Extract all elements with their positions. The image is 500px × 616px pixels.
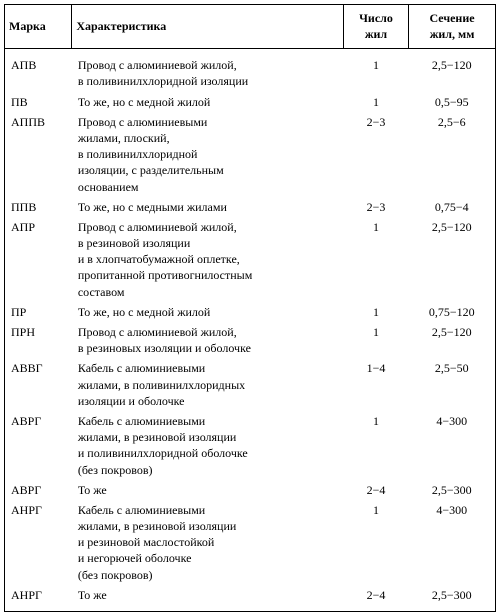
cell-mark: АППВ bbox=[5, 112, 72, 197]
cell-mark: АНРГ bbox=[5, 585, 72, 612]
table-row: АППВПровод с алюминиевымижилами, плоский… bbox=[5, 112, 496, 197]
cell-sec: 2,5−50 bbox=[409, 358, 496, 411]
cell-mark: АПР bbox=[5, 217, 72, 302]
cell-mark: АВВГ bbox=[5, 358, 72, 411]
cell-mark: ППВ bbox=[5, 197, 72, 217]
cell-mark: АПВ bbox=[5, 49, 72, 92]
cell-num: 1 bbox=[343, 92, 408, 112]
cell-sec: 2,5−120 bbox=[409, 49, 496, 92]
col-header-num: Числожил bbox=[343, 5, 408, 49]
cell-desc: Провод с алюминиевой жилой,в поливинилхл… bbox=[72, 49, 344, 92]
table-row: АВРГКабель с алюминиевымижилами, в резин… bbox=[5, 411, 496, 480]
cell-sec: 2,5−300 bbox=[409, 480, 496, 500]
table-row: ПРНПровод с алюминиевой жилой,в резиновы… bbox=[5, 322, 496, 358]
cell-sec: 4−300 bbox=[409, 500, 496, 585]
cell-num: 2−4 bbox=[343, 480, 408, 500]
cell-desc: То же, но с медной жилой bbox=[72, 92, 344, 112]
cell-sec: 2,5−120 bbox=[409, 217, 496, 302]
cell-num: 1 bbox=[343, 49, 408, 92]
table-body: АПВПровод с алюминиевой жилой,в поливини… bbox=[5, 49, 496, 612]
cell-mark: ПРН bbox=[5, 322, 72, 358]
table-row: АВВГКабель с алюминиевымижилами, в полив… bbox=[5, 358, 496, 411]
cell-sec: 0,75−4 bbox=[409, 197, 496, 217]
table-row: ПРТо же, но с медной жилой10,75−120 bbox=[5, 302, 496, 322]
cell-num: 1 bbox=[343, 322, 408, 358]
cell-num: 1−4 bbox=[343, 358, 408, 411]
table-row: АПВПровод с алюминиевой жилой,в поливини… bbox=[5, 49, 496, 92]
cell-desc: Провод с алюминиевымижилами, плоский,в п… bbox=[72, 112, 344, 197]
table-row: АПРПровод с алюминиевой жилой,в резиново… bbox=[5, 217, 496, 302]
header-row: Марка Характеристика Числожил Сечениежил… bbox=[5, 5, 496, 49]
cell-num: 1 bbox=[343, 500, 408, 585]
col-header-desc: Характеристика bbox=[72, 5, 344, 49]
cell-sec: 2,5−6 bbox=[409, 112, 496, 197]
cell-desc: То же bbox=[72, 585, 344, 612]
cell-num: 1 bbox=[343, 217, 408, 302]
cell-desc: Кабель с алюминиевымижилами, в резиновой… bbox=[72, 411, 344, 480]
cell-mark: АВРГ bbox=[5, 411, 72, 480]
col-header-sec: Сечениежил, мм bbox=[409, 5, 496, 49]
cell-sec: 0,5−95 bbox=[409, 92, 496, 112]
cell-desc: То же, но с медными жилами bbox=[72, 197, 344, 217]
cell-num: 2−3 bbox=[343, 112, 408, 197]
table-row: АНРГТо же2−42,5−300 bbox=[5, 585, 496, 612]
cell-sec: 2,5−300 bbox=[409, 585, 496, 612]
cell-num: 2−3 bbox=[343, 197, 408, 217]
cell-num: 2−4 bbox=[343, 585, 408, 612]
cell-sec: 2,5−120 bbox=[409, 322, 496, 358]
cell-desc: Провод с алюминиевой жилой,в резиновой и… bbox=[72, 217, 344, 302]
cell-desc: Кабель с алюминиевымижилами, в поливинил… bbox=[72, 358, 344, 411]
cell-mark: АНРГ bbox=[5, 500, 72, 585]
cell-sec: 4−300 bbox=[409, 411, 496, 480]
cell-mark: АВРГ bbox=[5, 480, 72, 500]
col-header-mark: Марка bbox=[5, 5, 72, 49]
cell-sec: 0,75−120 bbox=[409, 302, 496, 322]
cell-desc: То же bbox=[72, 480, 344, 500]
table-row: ПВТо же, но с медной жилой10,5−95 bbox=[5, 92, 496, 112]
wire-spec-table: Марка Характеристика Числожил Сечениежил… bbox=[4, 4, 496, 612]
cell-mark: ПР bbox=[5, 302, 72, 322]
cell-desc: Кабель с алюминиевымижилами, в резиновой… bbox=[72, 500, 344, 585]
table-row: ППВТо же, но с медными жилами2−30,75−4 bbox=[5, 197, 496, 217]
cell-num: 1 bbox=[343, 302, 408, 322]
table-row: АНРГКабель с алюминиевымижилами, в резин… bbox=[5, 500, 496, 585]
cell-num: 1 bbox=[343, 411, 408, 480]
cell-mark: ПВ bbox=[5, 92, 72, 112]
cell-desc: Провод с алюминиевой жилой,в резиновых и… bbox=[72, 322, 344, 358]
table-row: АВРГТо же2−42,5−300 bbox=[5, 480, 496, 500]
cell-desc: То же, но с медной жилой bbox=[72, 302, 344, 322]
